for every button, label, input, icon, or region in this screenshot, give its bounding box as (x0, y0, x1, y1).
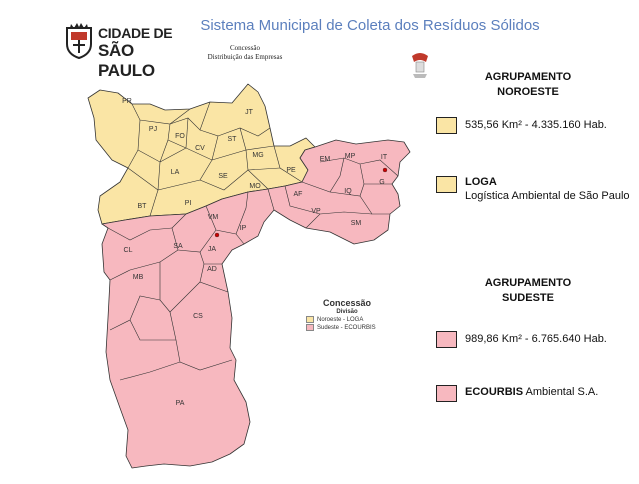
group-title-sudeste-line2: SUDESTE (502, 292, 554, 304)
swatch-noroeste-company (436, 176, 457, 193)
noroeste-company-name: LOGA (465, 176, 497, 188)
marker-it (382, 167, 388, 173)
noroeste-company: LOGA Logística Ambiental de São Paulo (465, 176, 630, 202)
subtitle-line2: Distribuição das Empresas (207, 53, 283, 61)
sudeste-company-name: ECOURBIS (465, 386, 524, 398)
marker-ja (214, 232, 220, 238)
noroeste-company-full: Logística Ambiental de São Paulo (465, 190, 630, 202)
map-subtitle: Concessão Distribuição das Empresas (200, 44, 290, 62)
region-label-mo: MO (249, 183, 261, 190)
region-label-sm: SM (351, 220, 362, 227)
emblem-icon (412, 53, 428, 78)
group-title-noroeste: AGRUPAMENTO NOROESTE (428, 70, 628, 100)
city-logo: CIDADE DE SÃO PAULO (64, 20, 194, 80)
region-label-pa: PA (176, 400, 185, 407)
region-label-pr: PR (122, 98, 132, 105)
map-legend-label-noroeste: Noroeste - LOGA (317, 316, 364, 323)
region-label-ip: IP (240, 225, 247, 232)
district-map: PR JT PJ FO ST CV MG LA SE PE MO BT PI EM MP IT G AF IQ VP S… (87, 83, 411, 469)
region-label-se: SE (218, 173, 228, 180)
group-title-noroeste-line2: NOROESTE (497, 86, 559, 98)
logo-text-line2: SÃO PAULO (98, 41, 155, 80)
swatch-sudeste-area (436, 331, 457, 348)
map-legend: Concessão Divisão Noroeste - LOGA Sudest… (302, 298, 412, 331)
region-label-it: IT (381, 154, 388, 161)
region-label-pi: PI (185, 200, 192, 207)
region-label-jt: JT (245, 109, 254, 116)
subtitle-line1: Concessão (230, 44, 260, 52)
region-sudeste (101, 139, 411, 469)
swatch-sudeste-company (436, 385, 457, 402)
page-title: Sistema Municipal de Coleta dos Resíduos… (200, 17, 540, 34)
map-legend-label-sudeste: Sudeste - ECOURBIS (317, 324, 376, 331)
region-label-st: ST (228, 136, 238, 143)
map-legend-subtitle: Divisão (336, 309, 358, 315)
region-label-vp: VP (311, 208, 321, 215)
map-legend-swatch-sudeste (306, 324, 314, 331)
region-label-em: EM (320, 156, 331, 163)
map-legend-item-noroeste: Noroeste - LOGA (306, 316, 412, 323)
region-label-mb: MB (133, 274, 144, 281)
group-title-sudeste-line1: AGRUPAMENTO (484, 277, 572, 289)
sudeste-company-suffix: Ambiental S.A. (523, 386, 599, 398)
region-label-pe: PE (286, 167, 296, 174)
region-label-pj: PJ (149, 126, 157, 133)
region-label-mg: MG (252, 152, 263, 159)
region-label-mp: MP (345, 153, 356, 160)
map-legend-title: Concessão (322, 298, 372, 308)
region-label-vm: VM (208, 214, 219, 221)
region-label-ad: AD (207, 266, 217, 273)
region-label-g: G (379, 179, 384, 186)
region-label-fo: FO (175, 133, 185, 140)
city-crest-icon (66, 23, 92, 60)
group-title-sudeste: AGRUPAMENTO SUDESTE (428, 276, 628, 306)
map-legend-swatch-noroeste (306, 316, 314, 323)
region-label-la: LA (171, 169, 180, 176)
sudeste-area-pop: 989,86 Km² - 6.765.640 Hab. (465, 333, 607, 345)
region-label-cl: CL (124, 247, 133, 254)
region-label-bt: BT (138, 203, 148, 210)
map-legend-item-sudeste: Sudeste - ECOURBIS (306, 324, 412, 331)
sudeste-company: ECOURBIS Ambiental S.A. (465, 386, 598, 398)
group-title-noroeste-line1: AGRUPAMENTO (484, 71, 572, 83)
region-label-iq: IQ (344, 188, 352, 195)
region-label-ja: JA (208, 246, 217, 253)
logo-text-line1: CIDADE DE (98, 25, 173, 41)
region-label-cv: CV (195, 145, 205, 152)
noroeste-area-pop: 535,56 Km² - 4.335.160 Hab. (465, 119, 607, 131)
swatch-noroeste-area (436, 117, 457, 134)
region-label-cs: CS (193, 313, 203, 320)
region-label-sa: SA (173, 243, 183, 250)
region-label-af: AF (294, 191, 303, 198)
